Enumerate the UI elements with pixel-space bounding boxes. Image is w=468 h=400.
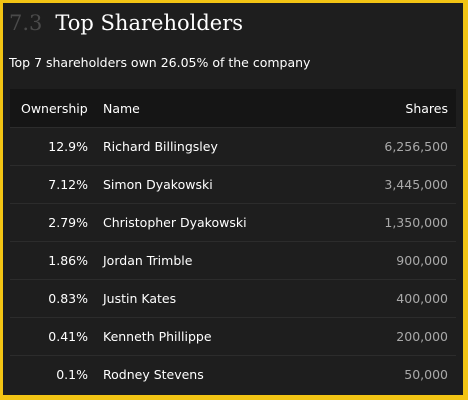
section-heading: 7.3 Top Shareholders: [9, 11, 243, 43]
ownership-cell: 12.9%: [48, 139, 88, 154]
shares-cell: 900,000: [396, 253, 448, 268]
shares-cell: 50,000: [404, 367, 448, 382]
name-cell: Justin Kates: [103, 291, 177, 306]
section-title: Top Shareholders: [55, 11, 244, 35]
shares-cell: 1,350,000: [384, 215, 448, 230]
shareholders-table: Ownership Name Shares 12.9% Richard Bill…: [10, 89, 456, 393]
name-cell: Richard Billingsley: [103, 139, 218, 154]
column-header-name: Name: [103, 100, 140, 116]
name-cell: Simon Dyakowski: [103, 177, 213, 192]
column-header-ownership: Ownership: [21, 100, 88, 116]
shareholders-panel: 7.3 Top Shareholders Top 7 shareholders …: [3, 3, 463, 395]
shares-cell: 200,000: [396, 329, 448, 344]
shares-cell: 6,256,500: [384, 139, 448, 154]
column-header-shares: Shares: [405, 100, 448, 116]
table-row: 12.9% Richard Billingsley 6,256,500: [10, 127, 456, 165]
table-row: 0.83% Justin Kates 400,000: [10, 279, 456, 317]
ownership-cell: 2.79%: [48, 215, 88, 230]
name-cell: Rodney Stevens: [103, 367, 204, 382]
ownership-cell: 7.12%: [48, 177, 88, 192]
ownership-cell: 1.86%: [48, 253, 88, 268]
ownership-cell: 0.41%: [48, 329, 88, 344]
shares-cell: 400,000: [396, 291, 448, 306]
ownership-cell: 0.1%: [56, 367, 88, 382]
ownership-cell: 0.83%: [48, 291, 88, 306]
shares-cell: 3,445,000: [384, 177, 448, 192]
section-subtitle: Top 7 shareholders own 26.05% of the com…: [9, 55, 311, 70]
table-header: Ownership Name Shares: [10, 89, 456, 127]
name-cell: Christopher Dyakowski: [103, 215, 247, 230]
table-row: 1.86% Jordan Trimble 900,000: [10, 241, 456, 279]
table-row: 0.1% Rodney Stevens 50,000: [10, 355, 456, 393]
name-cell: Kenneth Phillippe: [103, 329, 212, 344]
table-row: 7.12% Simon Dyakowski 3,445,000: [10, 165, 456, 203]
table-row: 0.41% Kenneth Phillippe 200,000: [10, 317, 456, 355]
name-cell: Jordan Trimble: [103, 253, 193, 268]
table-row: 2.79% Christopher Dyakowski 1,350,000: [10, 203, 456, 241]
section-number: 7.3: [9, 11, 43, 35]
